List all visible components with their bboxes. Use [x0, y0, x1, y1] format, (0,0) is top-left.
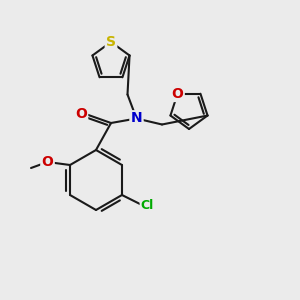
Text: Cl: Cl — [141, 199, 154, 212]
Text: N: N — [131, 112, 142, 125]
Text: O: O — [75, 107, 87, 121]
Text: S: S — [106, 35, 116, 49]
Text: O: O — [172, 87, 184, 101]
Text: O: O — [42, 155, 53, 169]
